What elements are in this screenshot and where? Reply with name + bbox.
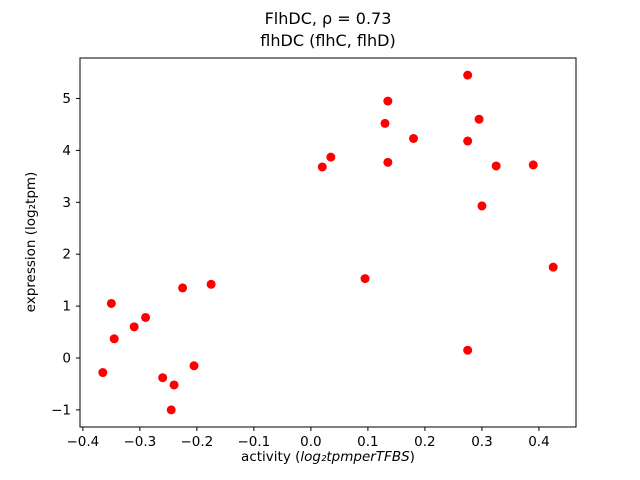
x-axis-label: activity (log₂tpmperTFBS) (241, 449, 415, 465)
data-point (409, 133, 419, 143)
data-point (141, 312, 151, 322)
y-axis-label: expression (log₂tpm) (23, 171, 39, 313)
data-point (178, 283, 188, 293)
data-point (383, 157, 393, 167)
x-tick-label: 0.3 (471, 434, 492, 450)
x-tick-label: −0.1 (237, 434, 270, 450)
data-point (129, 322, 139, 332)
data-point (106, 298, 116, 308)
data-point (528, 160, 538, 170)
data-point (380, 118, 390, 128)
y-tick-label: 2 (62, 247, 71, 263)
data-point (158, 373, 168, 383)
x-tick-label: −0.3 (123, 434, 156, 450)
data-point (98, 368, 108, 378)
x-tick-label: −0.4 (66, 434, 99, 450)
y-tick-label: 1 (62, 299, 71, 315)
data-point (166, 405, 176, 415)
data-point (463, 70, 473, 80)
x-tick-label: 0.0 (300, 434, 321, 450)
data-point (189, 361, 199, 371)
x-tick-label: 0.2 (414, 434, 435, 450)
y-tick-label: 5 (62, 91, 71, 107)
data-point (463, 345, 473, 355)
data-point (109, 334, 119, 344)
y-tick-label: 3 (62, 195, 71, 211)
data-point (206, 279, 216, 289)
data-point (326, 152, 336, 162)
y-axis-ticks: −1 0 1 2 3 4 5 (51, 91, 80, 418)
axes-border (79, 57, 577, 428)
data-point (474, 114, 484, 124)
x-tick-label: 0.1 (357, 434, 378, 450)
y-tick-label: 0 (62, 350, 71, 366)
x-axis-label-math: log₂tpmperTFBS (300, 449, 410, 465)
data-point (463, 136, 473, 146)
x-axis-ticks: −0.4 −0.3 −0.2 −0.1 0.0 0.1 0.2 0.3 0.4 (66, 427, 550, 450)
x-tick-label: −0.2 (180, 434, 213, 450)
scatter-points (98, 70, 558, 415)
chart-title: FlhDC, ρ = 0.73 (264, 9, 392, 28)
data-point (477, 201, 487, 211)
data-point (317, 162, 327, 172)
data-point (491, 161, 501, 171)
data-point (360, 274, 370, 284)
data-point (548, 262, 558, 272)
data-point (383, 96, 393, 106)
y-tick-label: −1 (51, 402, 71, 418)
y-axis-label-math: log₂tpm (23, 176, 39, 230)
y-tick-label: 4 (62, 143, 71, 159)
x-tick-label: 0.4 (528, 434, 549, 450)
data-point (169, 380, 179, 390)
chart-subtitle: flhDC (flhC, flhD) (260, 31, 396, 50)
